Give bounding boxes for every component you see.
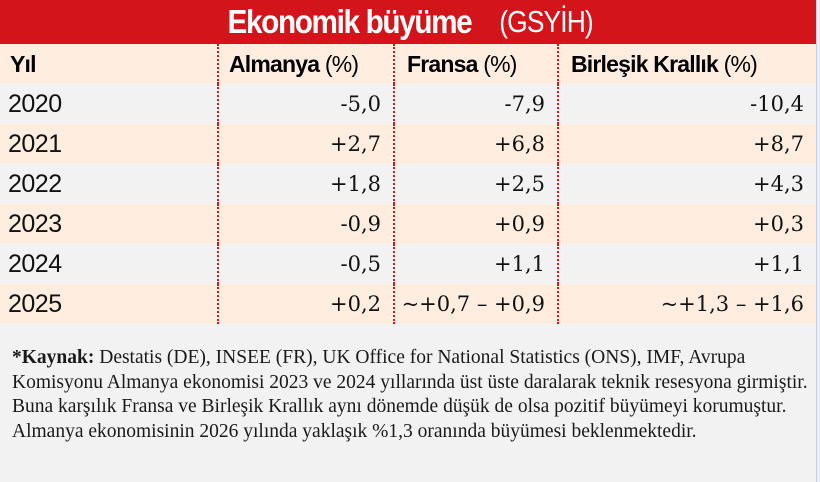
- table-row: 2022 +1,8 +2,5 +4,3: [0, 164, 816, 204]
- cell-year: 2023: [8, 209, 62, 238]
- cell-uk: +4,3: [557, 164, 816, 204]
- table-row: 2023 -0,9 +0,9 +0,3: [0, 204, 816, 244]
- table-row: 2024 -0,5 +1,1 +1,1: [0, 244, 816, 284]
- cell-uk: +0,3: [557, 204, 816, 244]
- title-bar: Ekonomik büyüme (GSYİH): [0, 0, 816, 44]
- cell-year: 2022: [8, 169, 62, 198]
- table-row: 2025 +0,2 ~+0,7 – +0,9 ~+1,3 – +1,6: [0, 284, 816, 324]
- header-germany: Almanya (%): [217, 44, 394, 84]
- growth-table: Yıl Almanya (%) Fransa (%) Birleşik Kral…: [0, 44, 816, 324]
- cell-year: 2024: [8, 249, 62, 278]
- cell-year: 2025: [8, 289, 62, 318]
- cell-year: 2021: [8, 129, 62, 158]
- cell-france: +6,8: [393, 124, 558, 164]
- table-row: 2021 +2,7 +6,8 +8,7: [0, 124, 816, 164]
- cell-uk: ~+1,3 – +1,6: [557, 284, 816, 324]
- cell-uk: +8,7: [557, 124, 816, 164]
- source-label: *Kaynak:: [12, 347, 95, 368]
- cell-germany: -0,5: [217, 244, 394, 284]
- cell-year: 2020: [8, 89, 62, 118]
- cell-france: +1,1: [393, 244, 558, 284]
- cell-germany: +0,2: [217, 284, 394, 324]
- cell-germany: -0,9: [217, 204, 394, 244]
- title-sub: (GSYİH): [499, 4, 594, 39]
- cell-uk: -10,4: [557, 84, 816, 124]
- cell-france: +2,5: [393, 164, 558, 204]
- cell-france: -7,9: [393, 84, 558, 124]
- cell-france: ~+0,7 – +0,9: [393, 284, 558, 324]
- cell-germany: +2,7: [217, 124, 394, 164]
- page-edge: [816, 0, 820, 482]
- header-uk: Birleşik Krallık (%): [557, 44, 816, 84]
- source-text: Destatis (DE), INSEE (FR), UK Office for…: [12, 347, 808, 442]
- header-year: Yıl: [10, 50, 37, 77]
- header-france: Fransa (%): [393, 44, 558, 84]
- cell-germany: -5,0: [217, 84, 394, 124]
- cell-germany: +1,8: [217, 164, 394, 204]
- header-row: Yıl Almanya (%) Fransa (%) Birleşik Kral…: [0, 44, 816, 84]
- cell-france: +0,9: [393, 204, 558, 244]
- table-row: 2020 -5,0 -7,9 -10,4: [0, 84, 816, 124]
- cell-uk: +1,1: [557, 244, 816, 284]
- source-note: *Kaynak: Destatis (DE), INSEE (FR), UK O…: [12, 346, 812, 444]
- title-main: Ekonomik büyüme: [228, 3, 473, 40]
